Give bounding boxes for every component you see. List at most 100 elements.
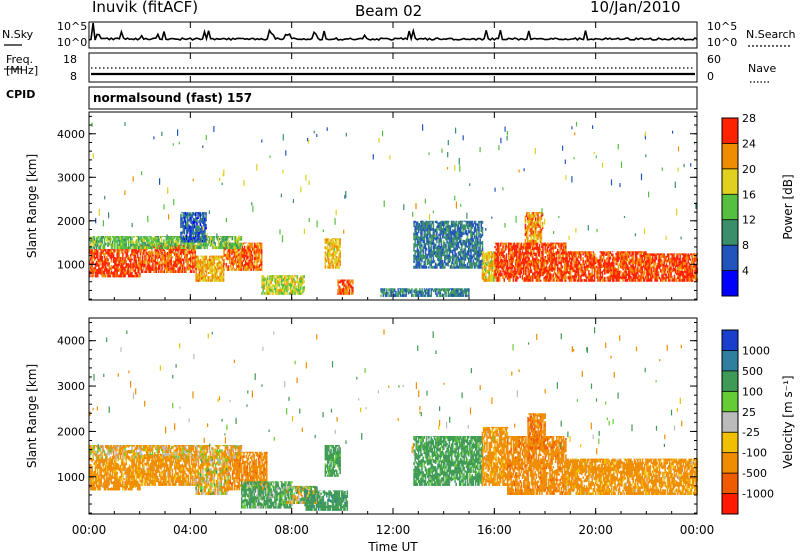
power-cell-8: [447, 245, 450, 249]
power-cell-13: [653, 261, 655, 265]
power-cell-12: [599, 263, 602, 267]
power-cell-8: [428, 240, 430, 244]
power-cell-10: [559, 267, 561, 270]
power-cell-10: [535, 275, 537, 279]
power-cell-10: [526, 249, 528, 253]
power-cell-3: [248, 251, 250, 255]
power-cell-10: [506, 274, 509, 278]
power-cell-3: [257, 248, 260, 251]
power-cell-5: [332, 240, 335, 243]
power-cell-8: [430, 254, 432, 259]
power-cell-3: [226, 265, 229, 269]
power-cell-6: [339, 286, 342, 290]
power-cell-12: [616, 278, 619, 282]
power-cell-0: [122, 270, 124, 274]
power-cell-8: [438, 222, 440, 225]
power-cell-5: [331, 247, 333, 250]
power-cell-6: [347, 280, 350, 283]
power-cell-12: [624, 253, 627, 256]
power-cell-8: [425, 229, 428, 232]
power-cell-10: [544, 275, 547, 279]
power-cell-12: [632, 273, 635, 277]
power-cell-2: [202, 270, 204, 274]
power-cell-6: [341, 282, 344, 286]
power-cell-8: [466, 227, 469, 229]
power-cell-7: [403, 289, 405, 291]
power-cell-5: [336, 263, 338, 267]
power-cell-8: [416, 266, 419, 269]
power-cell-4: [303, 275, 305, 279]
power-cell-8: [414, 254, 416, 257]
power-cell-8: [473, 244, 476, 248]
power-cell-5: [329, 247, 331, 251]
power-cell-8: [455, 247, 457, 251]
power-cell-10: [534, 258, 536, 262]
power-cell-10: [538, 247, 541, 251]
power-cell-4: [285, 276, 287, 280]
power-cell-2: [195, 270, 197, 273]
power-cell-12: [565, 259, 567, 263]
beam-title: Beam 02: [355, 2, 423, 20]
power-cell-0: [134, 255, 137, 259]
power-cell-8: [416, 227, 419, 230]
power-cell-11: [525, 231, 528, 235]
power-cell-8: [454, 234, 456, 237]
power-cell-8: [436, 266, 438, 269]
power-cell-0: [115, 271, 117, 274]
power-cell-10: [516, 250, 518, 253]
power-cell-0: [107, 258, 109, 261]
power-cell-2: [195, 258, 197, 261]
power-cell-7: [405, 293, 407, 297]
power-cell-10: [528, 245, 531, 250]
power-cell-10: [552, 246, 555, 250]
power-cell-13: [689, 258, 692, 261]
power-cell-10: [510, 275, 512, 279]
power-cell-12: [598, 270, 600, 274]
power-cell-8: [454, 252, 456, 255]
power-cell-4: [282, 275, 285, 276]
power-cell-5: [331, 245, 333, 248]
power-cell-10: [509, 251, 511, 255]
power-cell-11: [539, 219, 542, 223]
power-cell-10: [521, 258, 524, 262]
power-cell-0: [122, 256, 124, 259]
power-cell-12: [639, 266, 641, 270]
power-cell-12: [624, 251, 627, 254]
power-cell-3: [256, 242, 258, 244]
power-cell-9: [487, 254, 489, 259]
power-cell-4: [298, 291, 301, 295]
power-cell-3: [260, 245, 263, 249]
power-cell-12: [646, 259, 648, 262]
power-cell-10: [547, 245, 550, 249]
power-cell-12: [641, 268, 644, 272]
power-cell-13: [654, 259, 656, 263]
power-cell-12: [568, 271, 571, 275]
power-cell-7: [398, 288, 401, 290]
power-cell-3: [230, 265, 232, 268]
power-cell-12: [645, 251, 647, 253]
power-cell-10: [558, 267, 560, 270]
power-cell-12: [617, 270, 620, 273]
power-cell-7: [399, 293, 402, 297]
power-cell-8: [429, 240, 431, 245]
power-cell-10: [527, 272, 529, 276]
power-cell-7: [390, 288, 393, 290]
power-cell-5: [329, 241, 331, 245]
power-cell-11: [528, 239, 530, 243]
power-cell-1: [144, 258, 146, 261]
power-cell-3: [239, 254, 241, 257]
power-cell-1: [139, 248, 142, 253]
power-cell-4: [300, 286, 302, 290]
power-cell-7: [456, 288, 459, 292]
power-cell-8: [456, 226, 459, 230]
power-cell-1: [141, 269, 144, 273]
power-cell-8: [469, 224, 471, 227]
power-cell-4: [271, 289, 274, 293]
power-cell-12: [573, 278, 575, 282]
power-cell-12: [607, 251, 609, 253]
power-cell-5: [336, 245, 338, 249]
power-cell-8: [422, 220, 424, 223]
power-cell-0: [124, 250, 126, 254]
power-cell-0: [117, 269, 120, 272]
power-cell-7: [396, 293, 398, 297]
